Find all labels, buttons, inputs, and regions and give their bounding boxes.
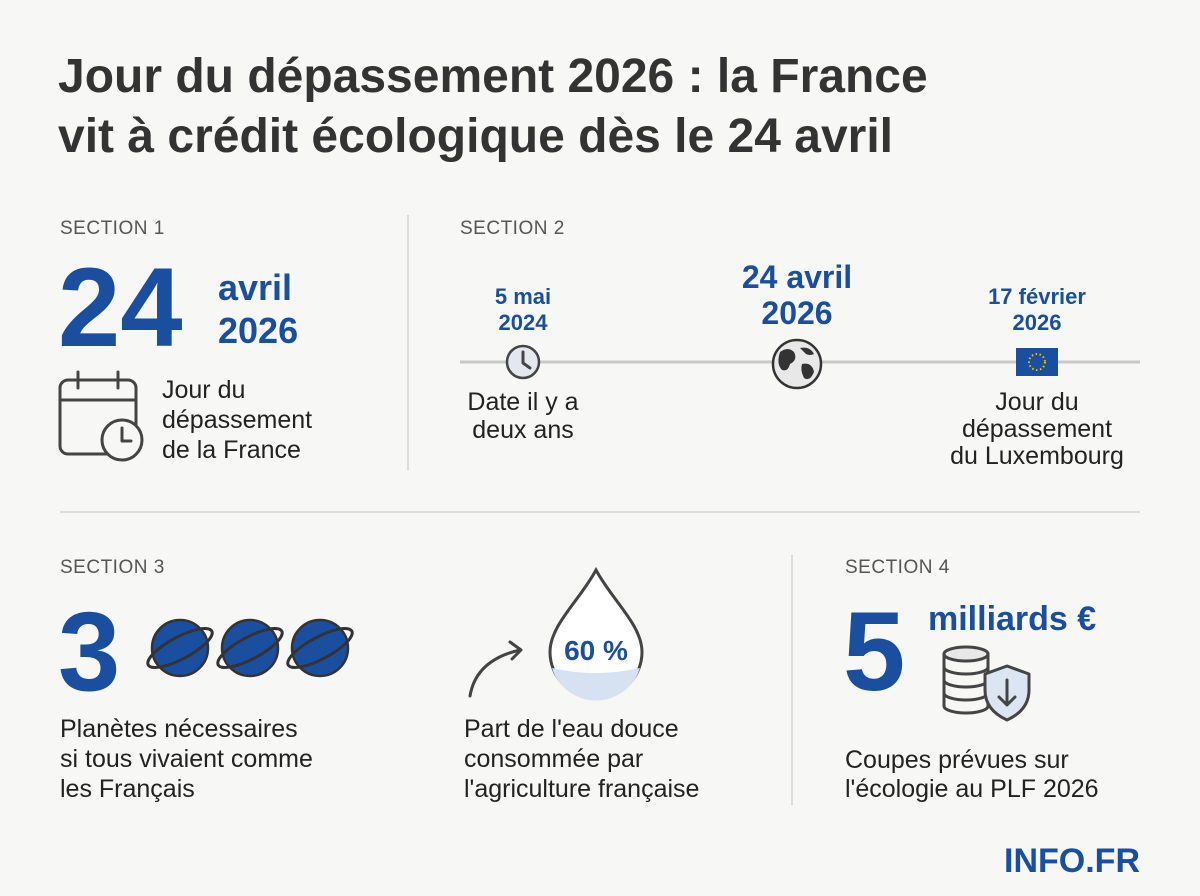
caption: Part de l'eau douce	[464, 715, 679, 743]
timeline-date: 2026	[761, 295, 832, 331]
title-line: vit à crédit écologique dès le 24 avril	[58, 110, 893, 163]
timeline-caption: du Luxembourg	[950, 442, 1124, 470]
title-line: Jour du dépassement 2026 : la France	[58, 50, 928, 103]
timeline-date: 24 avril	[742, 259, 852, 295]
eu-flag-icon	[1016, 348, 1058, 376]
timeline-caption: dépassement	[962, 415, 1112, 443]
timeline-date: 2024	[499, 310, 549, 335]
timeline-date: 2026	[1013, 310, 1062, 335]
water-drop-icon	[548, 566, 644, 701]
brand: INFO.FR	[1004, 842, 1140, 880]
caption: dépassement	[162, 406, 312, 434]
caption: si tous vivaient comme	[60, 745, 313, 773]
arrow-icon	[468, 640, 523, 698]
planet-icons	[146, 618, 354, 678]
calendar-icon	[58, 370, 144, 462]
section-label: SECTION 1	[60, 218, 165, 239]
caption: Jour du	[162, 376, 245, 404]
section-label: SECTION 4	[845, 557, 950, 578]
timeline-caption: Jour du	[995, 388, 1078, 416]
timeline-date: 5 mai	[495, 284, 551, 309]
clock-icon	[505, 344, 541, 380]
big-unit: 2026	[218, 310, 298, 351]
section-label: SECTION 2	[460, 218, 565, 239]
timeline-caption: Date il y a	[467, 388, 578, 416]
caption: de la France	[162, 436, 301, 464]
timeline-caption: deux ans	[472, 416, 573, 444]
caption: l'agriculture française	[464, 775, 699, 803]
coins-shield-icon	[942, 645, 1031, 722]
caption: les Français	[60, 775, 195, 803]
big-number: 5	[843, 589, 905, 714]
big-number: 3	[58, 589, 120, 714]
big-number: 24	[58, 245, 183, 370]
timeline-date: 17 février	[988, 284, 1086, 309]
caption: Planètes nécessaires	[60, 715, 298, 743]
percent: 60 %	[564, 635, 628, 666]
globe-icon	[771, 338, 823, 390]
big-unit: avril	[218, 267, 292, 308]
unit: milliards €	[928, 600, 1096, 638]
caption: consommée par	[464, 745, 643, 773]
caption: Coupes prévues sur	[845, 746, 1069, 774]
caption: l'écologie au PLF 2026	[845, 775, 1099, 803]
section-label: SECTION 3	[60, 557, 165, 578]
